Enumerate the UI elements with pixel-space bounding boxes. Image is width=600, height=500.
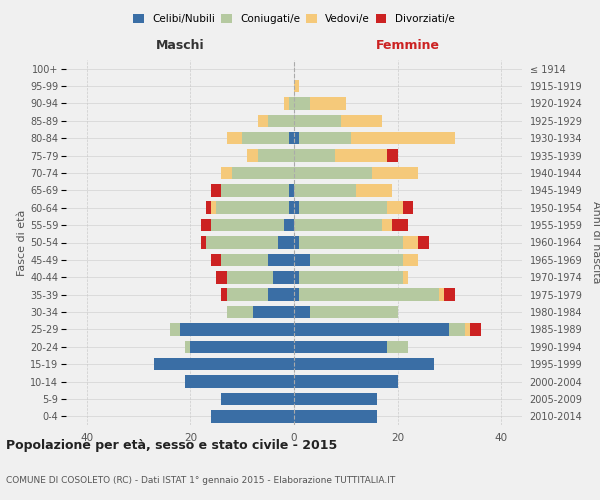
Bar: [444, 288, 455, 301]
Bar: [294, 358, 434, 370]
Bar: [242, 132, 289, 144]
Bar: [294, 202, 299, 214]
Bar: [294, 288, 299, 301]
Bar: [310, 306, 398, 318]
Legend: Celibi/Nubili, Coniugati/e, Vedovi/e, Divorziati/e: Celibi/Nubili, Coniugati/e, Vedovi/e, Di…: [133, 14, 455, 24]
Bar: [335, 150, 387, 162]
Text: Popolazione per età, sesso e stato civile - 2015: Popolazione per età, sesso e stato civil…: [6, 440, 337, 452]
Bar: [403, 271, 408, 283]
Text: COMUNE DI COSOLETO (RC) - Dati ISTAT 1° gennaio 2015 - Elaborazione TUTTITALIA.I: COMUNE DI COSOLETO (RC) - Dati ISTAT 1° …: [6, 476, 395, 485]
Bar: [206, 202, 211, 214]
Bar: [216, 202, 289, 214]
Bar: [294, 306, 310, 318]
Bar: [294, 132, 299, 144]
Bar: [221, 166, 232, 179]
Bar: [216, 271, 227, 283]
Bar: [382, 219, 392, 232]
Bar: [351, 132, 455, 144]
Bar: [403, 236, 418, 249]
Bar: [221, 184, 289, 196]
Bar: [449, 323, 465, 336]
Bar: [294, 254, 310, 266]
Bar: [299, 236, 403, 249]
Bar: [211, 184, 221, 196]
Text: Femmine: Femmine: [376, 39, 440, 52]
Bar: [299, 132, 351, 144]
Y-axis label: Anni di nascita: Anni di nascita: [591, 201, 600, 284]
Bar: [227, 306, 253, 318]
Bar: [284, 219, 294, 232]
Bar: [211, 410, 294, 422]
Y-axis label: Fasce di età: Fasce di età: [17, 210, 27, 276]
Bar: [247, 150, 258, 162]
Bar: [294, 271, 299, 283]
Bar: [418, 236, 429, 249]
Bar: [211, 219, 284, 232]
Bar: [439, 288, 444, 301]
Bar: [185, 376, 294, 388]
Bar: [299, 271, 403, 283]
Bar: [289, 132, 294, 144]
Bar: [294, 340, 387, 353]
Bar: [310, 97, 346, 110]
Bar: [356, 184, 392, 196]
Bar: [289, 184, 294, 196]
Bar: [387, 202, 403, 214]
Bar: [403, 254, 418, 266]
Bar: [227, 288, 268, 301]
Bar: [227, 271, 273, 283]
Bar: [289, 202, 294, 214]
Bar: [284, 97, 289, 110]
Bar: [253, 306, 294, 318]
Bar: [185, 340, 190, 353]
Bar: [232, 166, 294, 179]
Bar: [294, 392, 377, 405]
Bar: [273, 271, 294, 283]
Bar: [278, 236, 294, 249]
Bar: [190, 340, 294, 353]
Bar: [310, 254, 403, 266]
Bar: [268, 254, 294, 266]
Bar: [294, 236, 299, 249]
Bar: [201, 236, 206, 249]
Bar: [465, 323, 470, 336]
Bar: [206, 236, 278, 249]
Bar: [372, 166, 418, 179]
Bar: [201, 219, 211, 232]
Bar: [170, 323, 180, 336]
Bar: [221, 392, 294, 405]
Bar: [294, 219, 382, 232]
Bar: [294, 376, 398, 388]
Bar: [299, 288, 439, 301]
Bar: [154, 358, 294, 370]
Bar: [299, 202, 387, 214]
Bar: [180, 323, 294, 336]
Bar: [221, 288, 227, 301]
Text: Maschi: Maschi: [155, 39, 205, 52]
Bar: [294, 97, 310, 110]
Bar: [470, 323, 481, 336]
Bar: [294, 323, 449, 336]
Bar: [211, 254, 221, 266]
Bar: [258, 114, 268, 127]
Bar: [294, 166, 372, 179]
Bar: [294, 150, 335, 162]
Bar: [221, 254, 268, 266]
Bar: [289, 97, 294, 110]
Bar: [341, 114, 382, 127]
Bar: [294, 410, 377, 422]
Bar: [258, 150, 294, 162]
Bar: [227, 132, 242, 144]
Bar: [294, 80, 299, 92]
Bar: [387, 340, 408, 353]
Bar: [268, 288, 294, 301]
Bar: [403, 202, 413, 214]
Bar: [211, 202, 216, 214]
Bar: [294, 184, 356, 196]
Bar: [392, 219, 408, 232]
Bar: [294, 114, 341, 127]
Bar: [387, 150, 398, 162]
Bar: [268, 114, 294, 127]
